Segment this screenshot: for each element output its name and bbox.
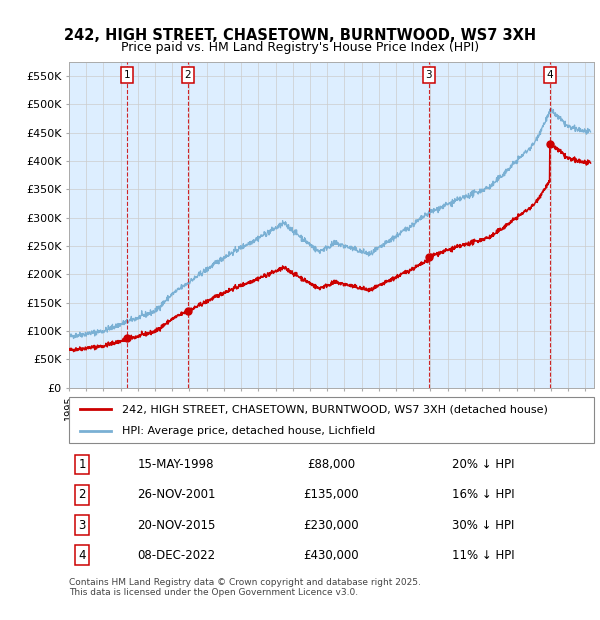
FancyBboxPatch shape <box>69 397 594 443</box>
Text: £88,000: £88,000 <box>307 458 356 471</box>
Text: 242, HIGH STREET, CHASETOWN, BURNTWOOD, WS7 3XH: 242, HIGH STREET, CHASETOWN, BURNTWOOD, … <box>64 28 536 43</box>
Text: Contains HM Land Registry data © Crown copyright and database right 2025.
This d: Contains HM Land Registry data © Crown c… <box>69 578 421 597</box>
Text: 4: 4 <box>79 549 86 562</box>
Text: £135,000: £135,000 <box>304 489 359 502</box>
Text: £430,000: £430,000 <box>304 549 359 562</box>
Text: 1: 1 <box>124 70 130 80</box>
Text: 16% ↓ HPI: 16% ↓ HPI <box>452 489 515 502</box>
Text: 2: 2 <box>184 70 191 80</box>
Text: 3: 3 <box>79 518 86 531</box>
Text: Price paid vs. HM Land Registry's House Price Index (HPI): Price paid vs. HM Land Registry's House … <box>121 41 479 53</box>
Text: 1: 1 <box>79 458 86 471</box>
Text: 242, HIGH STREET, CHASETOWN, BURNTWOOD, WS7 3XH (detached house): 242, HIGH STREET, CHASETOWN, BURNTWOOD, … <box>121 404 547 414</box>
Text: 08-DEC-2022: 08-DEC-2022 <box>137 549 215 562</box>
Text: 2: 2 <box>79 489 86 502</box>
Text: 15-MAY-1998: 15-MAY-1998 <box>137 458 214 471</box>
Text: 20% ↓ HPI: 20% ↓ HPI <box>452 458 515 471</box>
Text: 11% ↓ HPI: 11% ↓ HPI <box>452 549 515 562</box>
Text: 26-NOV-2001: 26-NOV-2001 <box>137 489 216 502</box>
Text: HPI: Average price, detached house, Lichfield: HPI: Average price, detached house, Lich… <box>121 426 375 436</box>
Text: £230,000: £230,000 <box>304 518 359 531</box>
Text: 3: 3 <box>425 70 432 80</box>
Text: 20-NOV-2015: 20-NOV-2015 <box>137 518 215 531</box>
Text: 30% ↓ HPI: 30% ↓ HPI <box>452 518 515 531</box>
Text: 4: 4 <box>547 70 553 80</box>
